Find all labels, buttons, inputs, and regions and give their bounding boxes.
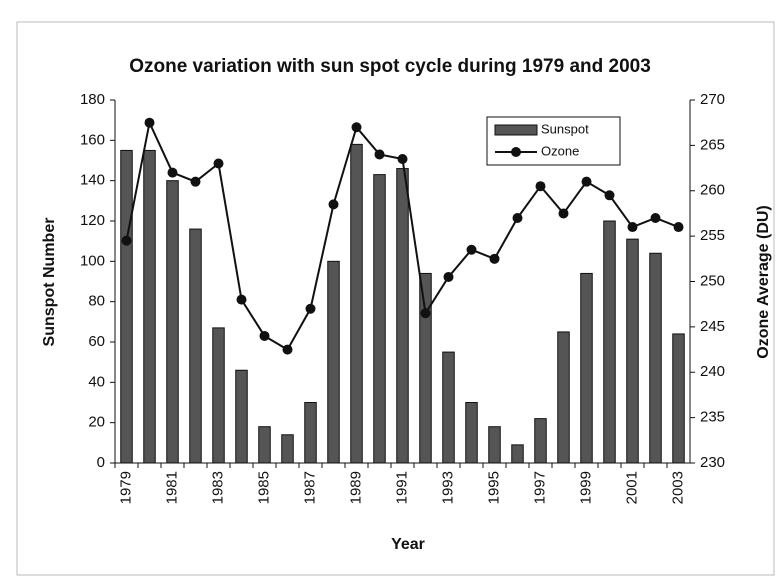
bar <box>626 238 639 464</box>
y2-axis-title: Ozone Average (DU) <box>755 205 772 359</box>
bar <box>258 426 271 464</box>
y-tick-label: 0 <box>97 454 105 471</box>
ozone-marker <box>512 212 523 223</box>
y2-tick-label: 250 <box>700 272 725 289</box>
y2-tick-label: 245 <box>700 318 725 335</box>
x-tick-label: 1997 <box>531 471 548 504</box>
bar <box>235 369 248 464</box>
ozone-marker <box>167 167 178 178</box>
y2-tick-label: 265 <box>700 136 725 153</box>
ozone-marker <box>466 244 477 255</box>
legend-marker <box>511 147 521 157</box>
bar <box>350 143 363 464</box>
y-tick-label: 120 <box>80 212 105 229</box>
x-tick-label: 1991 <box>393 471 410 504</box>
y-tick-label: 100 <box>80 252 105 269</box>
legend-swatch <box>494 124 538 136</box>
ozone-marker <box>558 208 569 219</box>
ozone-marker <box>374 149 385 160</box>
ozone-marker <box>581 176 592 187</box>
bar <box>304 402 317 464</box>
ozone-marker <box>282 344 293 355</box>
y-tick-label: 80 <box>88 293 105 310</box>
ozone-marker <box>420 308 431 319</box>
x-tick-label: 1979 <box>117 471 134 504</box>
bar <box>672 333 685 464</box>
bar <box>327 260 340 464</box>
bar <box>120 149 133 464</box>
y2-tick-label: 235 <box>700 409 725 426</box>
x-tick-label: 1987 <box>301 471 318 504</box>
chart-frame <box>16 21 775 576</box>
y-tick-label: 160 <box>80 131 105 148</box>
bar <box>419 272 432 464</box>
bar <box>166 180 179 464</box>
bar <box>143 149 156 464</box>
bar <box>534 418 547 464</box>
y2-tick-label: 255 <box>700 227 725 244</box>
y-tick-label: 40 <box>88 373 105 390</box>
ozone-marker <box>627 222 638 233</box>
ozone-marker <box>397 153 408 164</box>
ozone-marker <box>213 158 224 169</box>
y2-tick-label: 270 <box>700 91 725 108</box>
ozone-marker <box>650 212 661 223</box>
x-tick-label: 1985 <box>255 471 272 504</box>
ozone-marker <box>673 222 684 233</box>
bar <box>649 252 662 464</box>
ozone-marker <box>236 294 247 305</box>
bar <box>189 228 202 464</box>
chart-title: Ozone variation with sun spot cycle duri… <box>129 56 651 77</box>
y-axis-title: Sunspot Number <box>41 218 58 347</box>
bar <box>511 444 524 464</box>
bar <box>465 402 478 464</box>
y-tick-label: 140 <box>80 172 105 189</box>
bar <box>442 351 455 464</box>
x-tick-label: 1983 <box>209 471 226 504</box>
bar <box>603 220 616 464</box>
ozone-marker <box>259 330 270 341</box>
legend-label: Ozone <box>541 143 579 158</box>
bar <box>212 327 225 464</box>
y-tick-label: 20 <box>88 414 105 431</box>
x-tick-label: 2003 <box>669 471 686 504</box>
bar <box>580 272 593 464</box>
ozone-marker <box>121 235 132 246</box>
bar <box>488 426 501 464</box>
x-tick-label: 1989 <box>347 471 364 504</box>
ozone-marker <box>144 117 155 128</box>
ozone-marker <box>535 181 546 192</box>
ozone-marker <box>305 303 316 314</box>
x-tick-label: 1993 <box>439 471 456 504</box>
y2-tick-label: 260 <box>700 182 725 199</box>
ozone-marker <box>328 199 339 210</box>
ozone-marker <box>489 253 500 264</box>
y2-tick-label: 230 <box>700 454 725 471</box>
y2-tick-label: 240 <box>700 363 725 380</box>
ozone-marker <box>443 271 454 282</box>
bar <box>373 174 386 464</box>
bar <box>557 331 570 464</box>
ozone-marker <box>604 190 615 201</box>
y-tick-label: 180 <box>80 91 105 108</box>
x-tick-label: 1999 <box>577 471 594 504</box>
ozone-marker <box>190 176 201 187</box>
bar <box>281 434 294 464</box>
legend-label: Sunspot <box>541 121 589 136</box>
x-axis-title: Year <box>391 536 425 553</box>
bar <box>396 168 409 464</box>
x-tick-label: 1995 <box>485 471 502 504</box>
x-tick-label: 1981 <box>163 471 180 504</box>
y-tick-label: 60 <box>88 333 105 350</box>
ozone-marker <box>351 122 362 133</box>
x-tick-label: 2001 <box>623 471 640 504</box>
